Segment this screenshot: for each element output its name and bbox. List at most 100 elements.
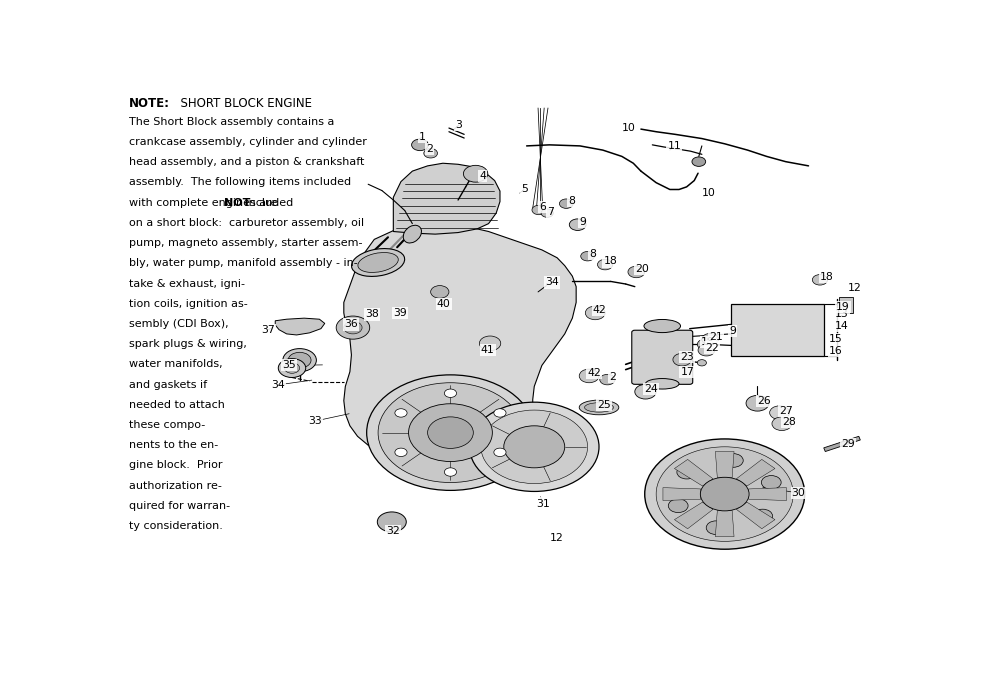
Text: included: included [243, 198, 294, 207]
Circle shape [697, 359, 707, 366]
Circle shape [412, 139, 429, 151]
Circle shape [278, 359, 306, 378]
Circle shape [598, 259, 612, 270]
Polygon shape [674, 460, 713, 486]
Circle shape [428, 417, 474, 448]
Circle shape [772, 417, 791, 430]
Polygon shape [393, 163, 500, 234]
Text: 12: 12 [848, 283, 862, 293]
Text: these compo-: these compo- [129, 420, 205, 430]
Ellipse shape [644, 319, 680, 333]
Circle shape [673, 353, 691, 366]
Text: 32: 32 [386, 526, 400, 536]
Text: 6: 6 [540, 202, 547, 212]
Circle shape [493, 448, 506, 456]
Text: nents to the en-: nents to the en- [129, 441, 218, 450]
Circle shape [770, 406, 789, 419]
Text: 17: 17 [680, 367, 694, 377]
Text: 33: 33 [308, 416, 321, 426]
Text: crankcase assembly, cylinder and cylinder: crankcase assembly, cylinder and cylinde… [129, 137, 367, 147]
Text: 3: 3 [455, 120, 462, 130]
Polygon shape [736, 502, 775, 529]
Polygon shape [736, 460, 775, 486]
Circle shape [395, 448, 407, 456]
Text: 39: 39 [393, 308, 407, 318]
Text: pump, magneto assembly, starter assem-: pump, magneto assembly, starter assem- [129, 238, 363, 248]
Text: 18: 18 [604, 256, 617, 267]
Text: 4: 4 [479, 171, 486, 181]
Text: bly, water pump, manifold assembly - in-: bly, water pump, manifold assembly - in- [129, 258, 358, 268]
Circle shape [288, 353, 311, 368]
Circle shape [559, 199, 573, 209]
Text: 1: 1 [419, 132, 426, 142]
Text: 19: 19 [836, 301, 849, 312]
Circle shape [585, 306, 606, 320]
Text: 24: 24 [644, 384, 658, 394]
Text: 18: 18 [820, 272, 834, 282]
Circle shape [470, 402, 599, 492]
Polygon shape [749, 488, 786, 501]
Text: 10: 10 [622, 123, 636, 133]
Text: 9: 9 [729, 326, 735, 336]
Circle shape [723, 454, 743, 467]
Circle shape [702, 333, 719, 345]
Circle shape [645, 439, 805, 549]
Circle shape [706, 521, 726, 535]
Circle shape [444, 389, 456, 398]
Text: 34: 34 [271, 380, 285, 390]
Text: spark plugs & wiring,: spark plugs & wiring, [129, 339, 247, 349]
Ellipse shape [358, 252, 398, 272]
Circle shape [600, 374, 615, 385]
Ellipse shape [403, 225, 422, 243]
Text: needed to attach: needed to attach [129, 400, 225, 410]
Circle shape [697, 339, 713, 350]
Text: 38: 38 [365, 310, 378, 319]
Circle shape [283, 349, 317, 372]
Text: 27: 27 [779, 406, 792, 415]
Circle shape [504, 426, 564, 468]
Circle shape [367, 375, 535, 490]
Text: The Short Block assembly contains a: The Short Block assembly contains a [129, 117, 334, 127]
Text: 8: 8 [590, 248, 597, 258]
Text: 5: 5 [521, 184, 528, 194]
Text: NOT: NOT [224, 198, 251, 207]
Ellipse shape [585, 402, 613, 412]
Polygon shape [824, 436, 860, 451]
Text: authorization re-: authorization re- [129, 481, 222, 490]
Text: 11: 11 [667, 141, 681, 151]
Circle shape [698, 344, 715, 356]
Text: 29: 29 [841, 439, 855, 449]
FancyBboxPatch shape [730, 304, 824, 356]
Text: 26: 26 [757, 396, 771, 406]
Circle shape [541, 209, 553, 218]
Text: NOTE:: NOTE: [129, 97, 170, 110]
Circle shape [700, 477, 749, 511]
Text: 7: 7 [548, 207, 554, 217]
Circle shape [581, 252, 595, 261]
Text: 2: 2 [609, 372, 616, 382]
Text: and gaskets if: and gaskets if [129, 380, 207, 389]
Circle shape [692, 157, 706, 166]
Text: tion coils, ignition as-: tion coils, ignition as- [129, 299, 248, 309]
Circle shape [812, 275, 828, 285]
Polygon shape [838, 297, 852, 313]
Polygon shape [674, 502, 713, 529]
Text: 30: 30 [791, 488, 805, 498]
Text: 14: 14 [836, 321, 849, 331]
Circle shape [668, 499, 688, 513]
Text: 2: 2 [426, 144, 433, 154]
Ellipse shape [352, 248, 405, 276]
Text: 12: 12 [550, 533, 564, 543]
Circle shape [569, 219, 586, 231]
Circle shape [746, 396, 769, 411]
Text: 37: 37 [261, 325, 275, 335]
Polygon shape [716, 451, 734, 477]
Text: head assembly, and a piston & crankshaft: head assembly, and a piston & crankshaft [129, 157, 365, 167]
Text: gine block.  Prior: gine block. Prior [129, 460, 222, 471]
Circle shape [635, 385, 657, 399]
Circle shape [463, 165, 488, 182]
Text: 31: 31 [537, 499, 550, 509]
Text: ty consideration.: ty consideration. [129, 521, 223, 531]
Circle shape [336, 316, 370, 339]
Text: 36: 36 [344, 319, 358, 329]
